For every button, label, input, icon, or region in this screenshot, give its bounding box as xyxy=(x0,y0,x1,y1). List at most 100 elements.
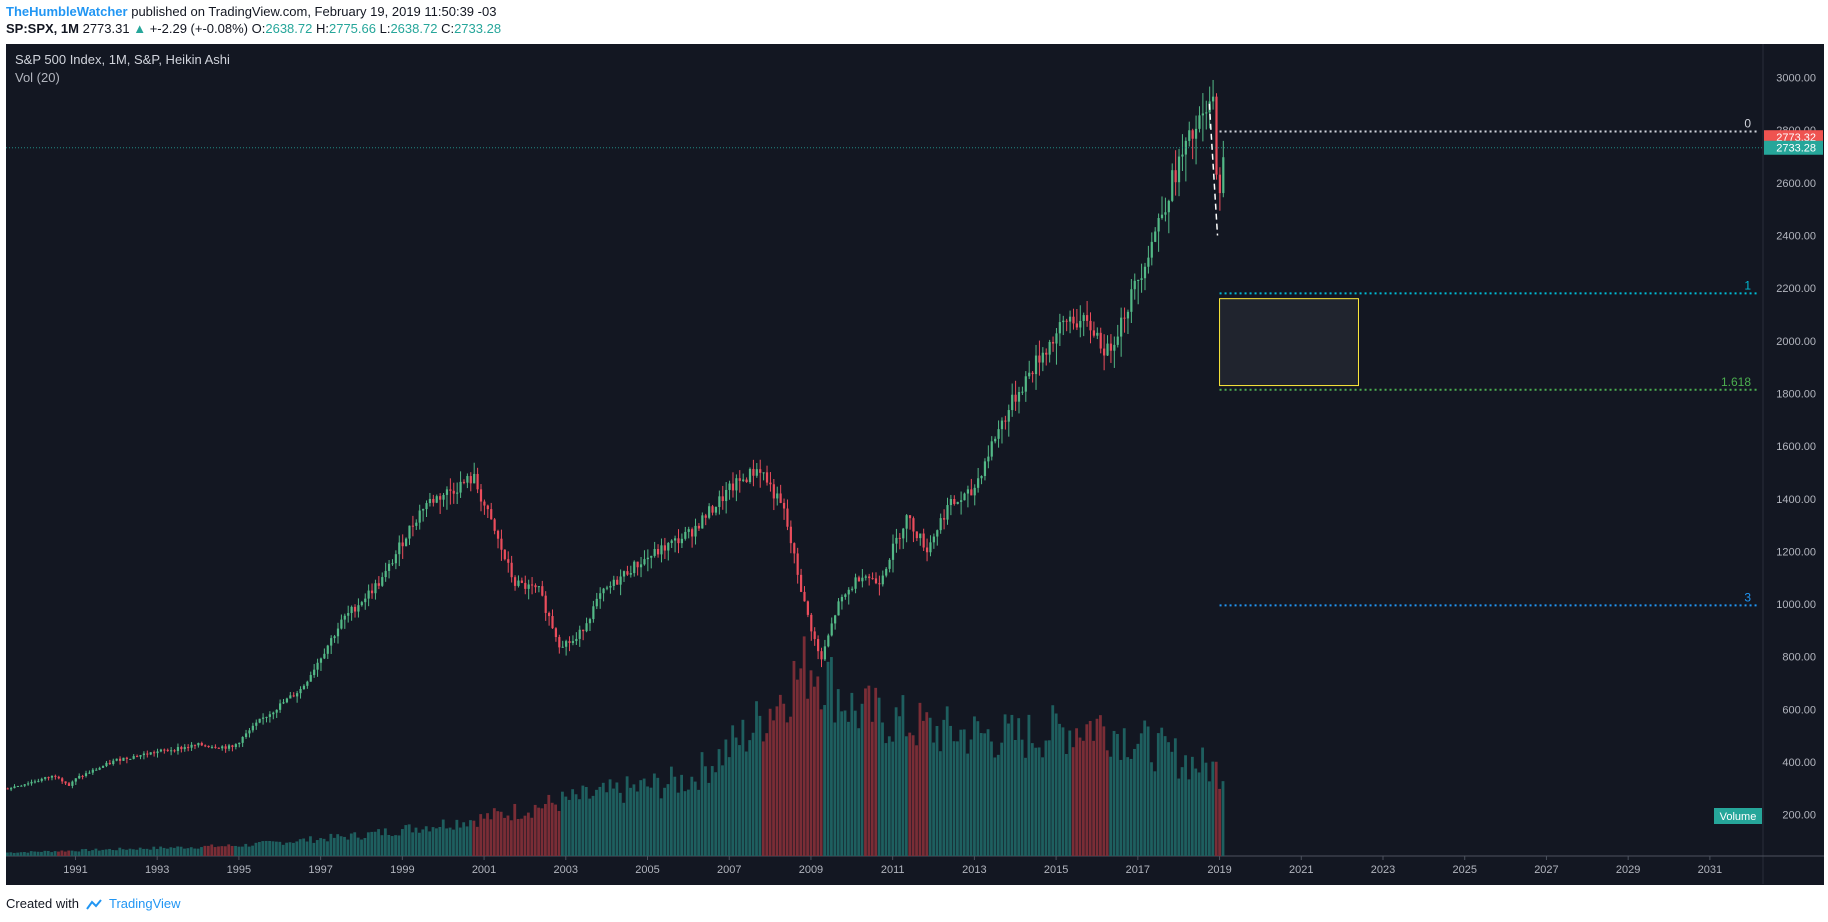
volume-bar xyxy=(1170,751,1174,856)
candle-body xyxy=(1147,257,1150,267)
volume-bar xyxy=(1119,759,1123,856)
volume-bar xyxy=(1095,718,1099,856)
volume-study-label[interactable]: Vol (20) xyxy=(15,70,60,85)
author-link[interactable]: TheHumbleWatcher xyxy=(6,4,128,19)
candle-body xyxy=(1177,156,1181,183)
volume-bar xyxy=(833,722,837,856)
volume-bar xyxy=(765,733,769,856)
volume-bar xyxy=(336,834,340,856)
volume-bar xyxy=(578,799,581,856)
candle-body xyxy=(432,498,435,503)
volume-bar xyxy=(864,688,867,856)
chart-area[interactable]: 3000.002800.002600.002400.002200.002000.… xyxy=(6,44,1824,885)
price-tick-label: 1200.00 xyxy=(1776,546,1816,558)
volume-bar xyxy=(973,716,976,856)
volume-bar xyxy=(932,742,935,856)
fib-level-label: 3 xyxy=(1744,590,1751,604)
candle-body xyxy=(1140,278,1143,280)
volume-bar xyxy=(418,832,421,856)
volume-bar xyxy=(761,741,765,856)
volume-bar xyxy=(925,712,929,856)
candle-body xyxy=(40,778,43,781)
candle-body xyxy=(588,619,592,624)
fib-anchor-line xyxy=(1208,103,1219,236)
price-tick-label: 200.00 xyxy=(1782,810,1816,822)
candle-body xyxy=(163,749,166,751)
volume-bar xyxy=(1085,724,1089,856)
candle-body xyxy=(960,500,963,502)
volume-bar xyxy=(543,803,547,856)
volume-bar xyxy=(94,848,98,856)
volume-bar xyxy=(526,812,530,856)
candle-body xyxy=(1041,352,1044,363)
candle-body xyxy=(391,563,394,565)
volume-bar xyxy=(421,829,425,856)
candle-body xyxy=(64,781,67,784)
candle-body xyxy=(1051,341,1055,344)
volume-bar xyxy=(1207,781,1211,856)
candle-body xyxy=(609,585,612,588)
volume-bar xyxy=(738,745,741,856)
volume-bar xyxy=(118,847,122,856)
volume-bar xyxy=(268,840,271,856)
candle-body xyxy=(398,542,401,555)
volume-bar xyxy=(1061,727,1065,856)
candle-body xyxy=(673,538,677,541)
candle-body xyxy=(782,502,786,509)
volume-bar xyxy=(612,788,615,856)
candle-body xyxy=(919,533,922,539)
candle-body xyxy=(1137,279,1140,281)
candle-body xyxy=(135,756,139,758)
volume-bar xyxy=(312,842,316,856)
volume-bar xyxy=(693,781,697,856)
volume-bar xyxy=(881,722,884,856)
candle-body xyxy=(330,638,333,646)
volume-bar xyxy=(1173,738,1177,856)
candle-body xyxy=(149,752,152,755)
candle-body xyxy=(1072,316,1075,324)
volume-bar xyxy=(74,851,77,856)
candle-body xyxy=(156,751,159,754)
candle-body xyxy=(309,675,312,682)
candle-body xyxy=(343,615,346,620)
volume-bar xyxy=(353,832,357,856)
volume-bar xyxy=(707,782,711,856)
candle-body xyxy=(1017,392,1021,402)
candle-body xyxy=(656,549,660,555)
candle-body xyxy=(1198,115,1201,129)
volume-bar xyxy=(996,754,1000,856)
price-tick-label: 800.00 xyxy=(1782,652,1816,664)
candle-body xyxy=(44,777,47,779)
candle-body xyxy=(289,695,292,699)
volume-bar xyxy=(581,785,585,856)
candle-body xyxy=(1045,352,1048,355)
price-tick-label: 3000.00 xyxy=(1776,73,1816,85)
tradingview-link[interactable]: TradingView xyxy=(108,896,181,911)
candle-body xyxy=(336,628,340,637)
volume-bar xyxy=(952,741,956,856)
candle-body xyxy=(755,469,758,476)
volume-bar xyxy=(513,803,517,856)
volume-bar xyxy=(857,728,861,856)
candle-body xyxy=(1075,323,1078,328)
volume-bar xyxy=(744,751,748,856)
candle-body xyxy=(353,606,357,612)
volume-bar xyxy=(812,686,816,856)
volume-bar xyxy=(428,831,432,856)
price-tick-label: 400.00 xyxy=(1782,757,1816,769)
candle-body xyxy=(1065,320,1068,322)
candle-body xyxy=(61,778,64,782)
candle-body xyxy=(558,637,561,648)
volume-bar xyxy=(63,851,67,856)
candle-body xyxy=(1092,330,1096,336)
candle-body xyxy=(285,698,289,703)
price-chart[interactable]: 3000.002800.002600.002400.002200.002000.… xyxy=(6,44,1824,885)
volume-bar xyxy=(591,795,595,856)
volume-bar xyxy=(615,782,619,856)
volume-bar xyxy=(486,813,489,856)
volume-bar xyxy=(646,786,649,856)
volume-bar xyxy=(867,685,871,856)
volume-bar xyxy=(414,827,418,856)
candle-body xyxy=(258,718,261,723)
candle-body xyxy=(517,580,520,586)
